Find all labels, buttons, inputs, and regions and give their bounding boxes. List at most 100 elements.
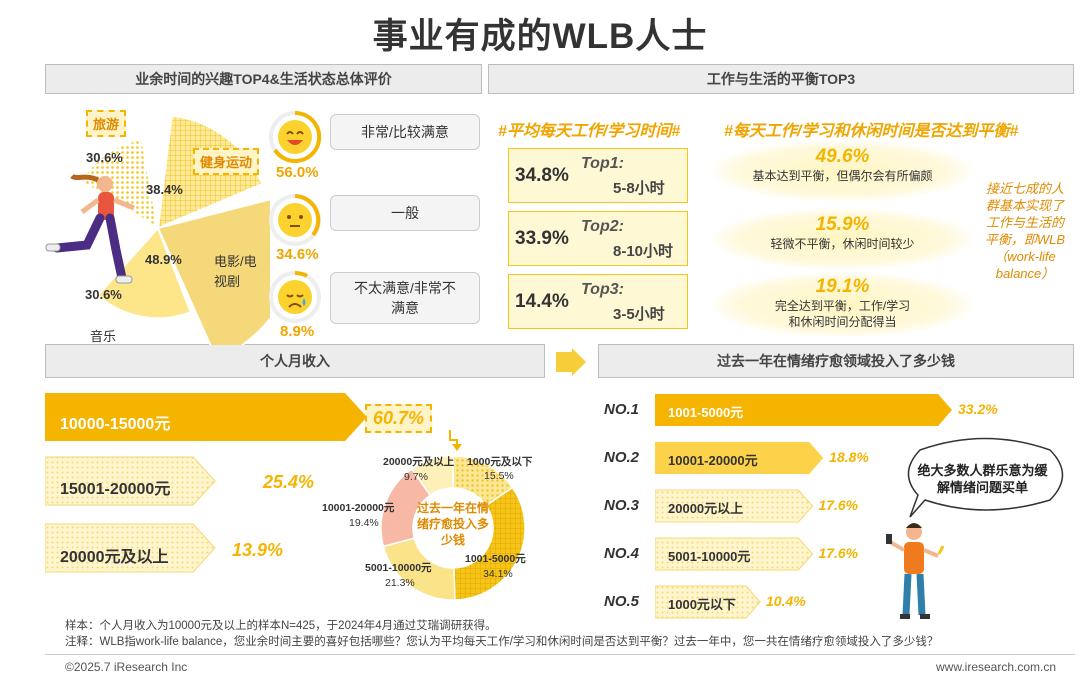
hobby-sector-movie	[156, 198, 270, 345]
mood-value-dissatisfied: 8.9%	[280, 323, 315, 340]
balance-value: 19.1%	[815, 276, 870, 297]
balance-text: 完全达到平衡，工作/学习和休闲时间分配得当	[774, 299, 911, 329]
spend-label: 1000元以下	[668, 597, 736, 612]
page-title: 事业有成的WLB人士	[372, 17, 708, 56]
work-hours-rank: Top2:	[581, 218, 624, 235]
runner-illustration	[45, 173, 135, 284]
spend-bar	[655, 537, 814, 571]
spend-value: 17.6%	[818, 497, 859, 513]
income-label-3: 20000元及以上	[60, 549, 169, 566]
donut-slice	[410, 455, 454, 497]
hobby-tag-travel: 旅游	[86, 110, 127, 137]
hobby-value-travel: 30.6%	[86, 150, 123, 165]
hobby-value-movie: 48.9%	[145, 252, 182, 267]
spend-rank: NO.3	[604, 497, 640, 514]
explain-note: 注释：WLB指work-life balance，您业余时间主要的喜好包括哪些？…	[65, 636, 939, 648]
work-hours-range: 8-10小时	[613, 243, 674, 260]
work-hours-top1: 34.8% Top1: 5-8小时	[508, 148, 688, 203]
arrow-right-icon	[556, 348, 586, 376]
income-label-1: 10000-15000元	[60, 416, 171, 433]
hobby-section-header: 业余时间的兴趣TOP4&生活状态总体评价	[45, 64, 482, 94]
arrow-down-icon	[449, 430, 462, 451]
income-section-header: 个人月收入	[45, 344, 545, 378]
balance-text: 基本达到平衡，但偶尔会有所偏颇	[752, 169, 933, 183]
income-bars	[45, 393, 365, 573]
spend-value: 10.4%	[766, 593, 806, 609]
website-link[interactable]: www.iresearch.com.cn	[936, 660, 1057, 674]
neutral-face-icon	[269, 194, 321, 246]
balance-note: 接近七成的人群基本实现了工作与生活的平衡，即WLB（work-life bala…	[984, 181, 1066, 281]
income-value-2: 25.4%	[263, 472, 315, 492]
hobby-label-movie: 电影/电视剧	[214, 254, 257, 289]
happy-face-icon	[269, 110, 322, 163]
spend-label: 1001-5000元	[668, 405, 744, 420]
donut-center-label: 过去一年在情绪疗愈投入多少钱	[416, 501, 489, 547]
work-hours-rank: Top1:	[581, 155, 624, 172]
income-value-1: 60.7%	[365, 404, 433, 433]
spend-label: 10001-20000元	[668, 453, 758, 468]
balance-title: #每天工作/学习和休闲时间是否达到平衡#	[724, 123, 1019, 140]
sample-note: 样本：个人月收入为10000元及以上的样本N=425，于2024年4月通过艾瑞调…	[65, 620, 497, 632]
balance-cloud-3: 19.1% 完全达到平衡，工作/学习和休闲时间分配得当	[710, 272, 975, 338]
income-bar	[45, 393, 365, 441]
donut-value-1: 34.1%	[483, 568, 513, 580]
spend-label: 5001-10000元	[668, 549, 751, 564]
work-hours-title: #平均每天工作/学习时间#	[498, 123, 681, 140]
balance-cloud-2: 15.9% 轻微不平衡，休闲时间较少	[710, 208, 975, 270]
spend-value: 17.6%	[818, 545, 859, 561]
spend-label: 20000元以上	[668, 501, 744, 516]
spend-value: 18.8%	[829, 449, 869, 465]
footer-divider	[45, 654, 1075, 655]
hobby-value-music: 30.6%	[85, 287, 122, 302]
hobby-tag-fitness: 健身运动	[193, 148, 260, 175]
sad-face-icon	[269, 271, 321, 323]
mood-icons	[269, 110, 322, 323]
donut-label-4: 20000元及以上	[383, 456, 455, 468]
balance-text: 轻微不平衡，休闲时间较少	[770, 237, 915, 251]
balance-section-header: 工作与生活的平衡TOP3	[488, 64, 1074, 94]
spend-donut	[380, 455, 526, 601]
mood-value-satisfied: 56.0%	[276, 164, 319, 181]
spend-value: 33.2%	[958, 401, 998, 417]
mood-label-satisfied: 非常/比较满意	[330, 114, 480, 150]
spend-bar	[655, 442, 824, 474]
spend-rank: NO.4	[604, 545, 640, 562]
hobby-value-fitness: 38.4%	[146, 182, 183, 197]
work-hours-top3: 14.4% Top3: 3-5小时	[508, 274, 688, 329]
copyright: ©2025.7 iResearch Inc	[65, 660, 188, 674]
income-value-3: 13.9%	[232, 540, 284, 560]
donut-label-2: 5001-10000元	[365, 562, 432, 574]
balance-cloud-1: 49.6% 基本达到平衡，但偶尔会有所偏颇	[710, 140, 975, 202]
spend-section-header: 过去一年在情绪疗愈领域投入了多少钱	[598, 344, 1074, 378]
person-illustration	[886, 523, 945, 619]
spend-rank-bars	[655, 394, 952, 619]
mood-value-neutral: 34.6%	[276, 246, 319, 263]
donut-label-3: 10001-20000元	[322, 502, 395, 514]
speech-bubble	[907, 437, 1064, 518]
work-hours-value: 34.8%	[515, 165, 569, 186]
work-hours-top2: 33.9% Top2: 8-10小时	[508, 211, 688, 266]
donut-value-0: 15.5%	[484, 470, 514, 482]
balance-value: 15.9%	[815, 214, 870, 235]
donut-value-4: 9.7%	[404, 471, 428, 483]
spend-bar	[655, 489, 814, 523]
work-hours-range: 3-5小时	[613, 306, 665, 323]
hobby-sector-music	[96, 226, 193, 320]
mood-label-dissatisfied: 不太满意/非常不满意	[330, 272, 480, 324]
donut-label-0: 1000元及以下	[467, 456, 533, 468]
spend-bar	[655, 394, 952, 426]
donut-value-3: 19.4%	[349, 517, 379, 529]
income-label-2: 15001-20000元	[60, 481, 171, 498]
work-hours-value: 33.9%	[515, 228, 569, 249]
hobby-label-music: 音乐	[90, 329, 117, 344]
mood-label-neutral: 一般	[330, 195, 480, 231]
donut-slice	[453, 486, 526, 601]
work-hours-rank: Top3:	[581, 281, 624, 298]
work-hours-value: 14.4%	[515, 291, 569, 312]
work-hours-range: 5-8小时	[613, 180, 665, 197]
spend-rank: NO.5	[604, 593, 640, 610]
donut-value-2: 21.3%	[385, 577, 415, 589]
spend-rank: NO.1	[604, 401, 640, 418]
spend-bar	[655, 585, 761, 619]
donut-label-1: 1001-5000元	[465, 553, 526, 565]
